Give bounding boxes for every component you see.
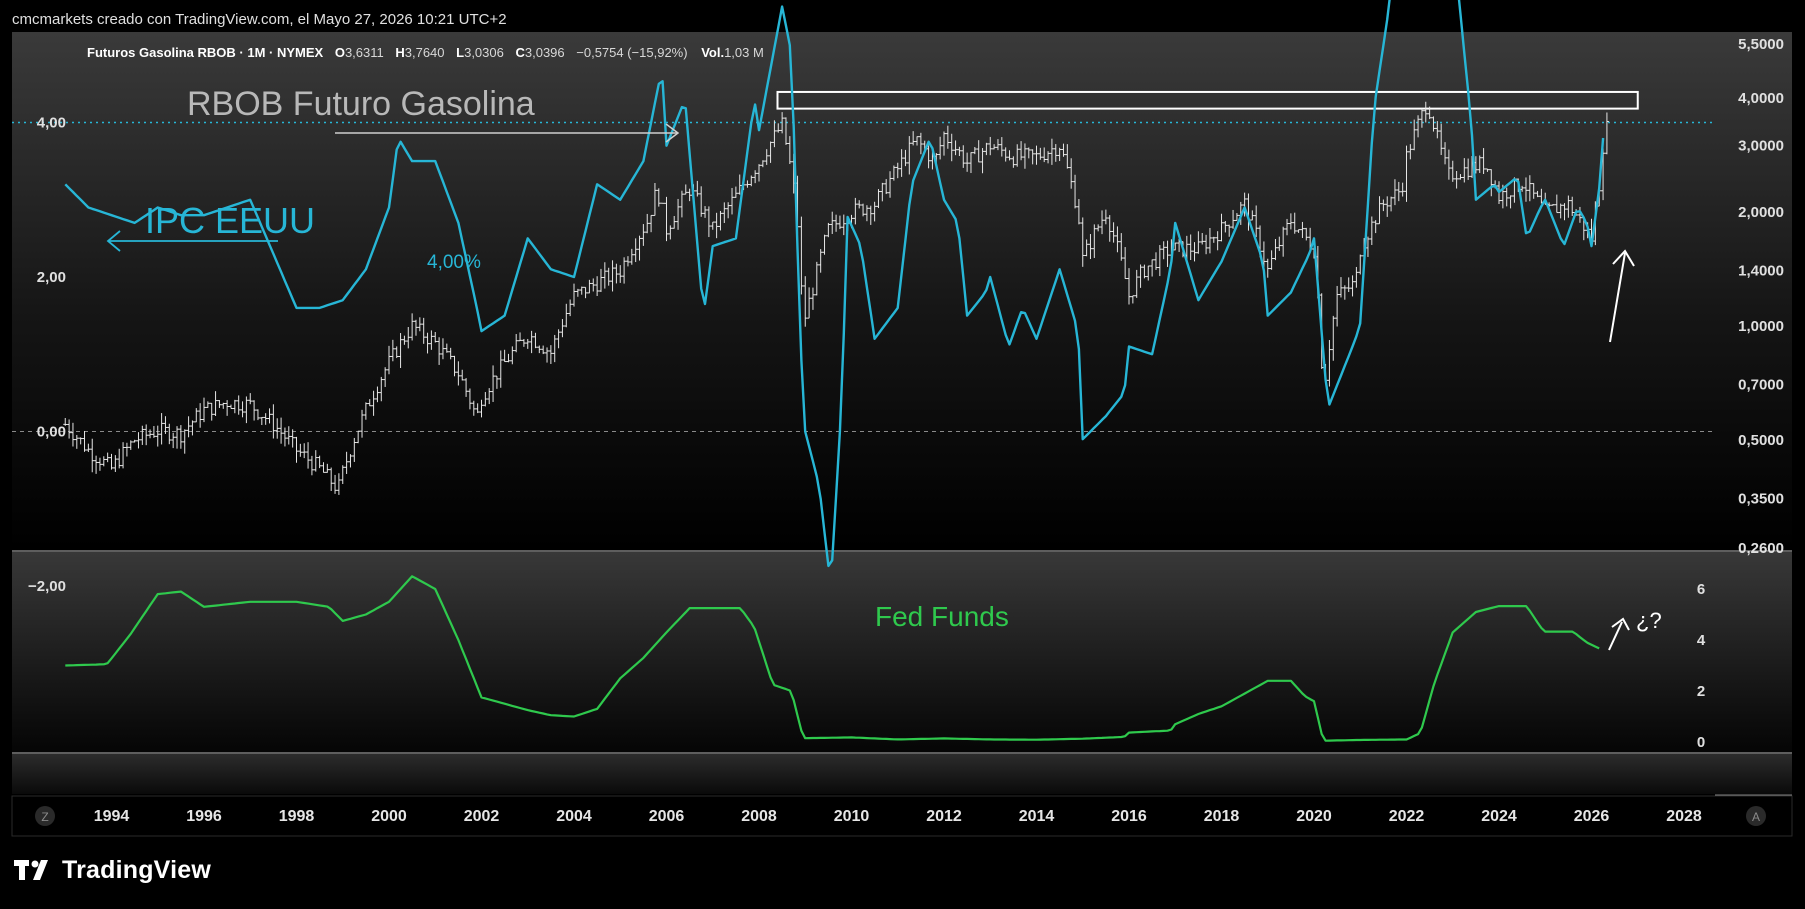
fed-axis[interactable]: 6 4 2 0 <box>1697 581 1706 751</box>
legend-volume: 1,03 M <box>724 45 764 60</box>
rbob-arrow <box>335 123 680 143</box>
fed-rise-arrow <box>1608 617 1630 651</box>
right-axis[interactable]: 5,5000 4,0000 3,0000 2,0000 1,4000 1,0000 0,70… <box>1738 36 1784 557</box>
header-credit: cmcmarkets creado con TradingView.com, e… <box>12 11 507 28</box>
right-axis-tick: 0,2600 <box>1738 540 1784 557</box>
brand-name: TradingView <box>62 856 212 884</box>
x-axis-tick: 2016 <box>1111 808 1147 825</box>
right-axis-tick: 1,0000 <box>1738 318 1784 335</box>
x-axis-tick: 2012 <box>926 808 962 825</box>
left-axis-tick: 0,00 <box>37 424 66 441</box>
x-axis-tick: 2008 <box>741 808 777 825</box>
fed-pane[interactable] <box>12 552 1792 752</box>
tradingview-logo-icon <box>14 859 48 880</box>
legend-change: −0,5754 (−15,92%) <box>576 45 687 60</box>
left-axis-tick: −2,00 <box>28 578 66 595</box>
question-annotation: ¿? <box>1636 608 1662 633</box>
x-axis-tick: 2004 <box>556 808 592 825</box>
price-pane[interactable] <box>12 32 1792 550</box>
right-axis-tick: 2,0000 <box>1738 204 1784 221</box>
right-axis-tick: 0,7000 <box>1738 377 1784 394</box>
left-axis[interactable]: 10,008,006,004,002,000,00−2,00 <box>28 0 66 596</box>
right-axis-tick: 0,3500 <box>1738 491 1784 508</box>
fed-annotation: Fed Funds <box>875 601 1009 632</box>
svg-text:A: A <box>1752 810 1760 824</box>
x-axis-tick: 2028 <box>1666 808 1702 825</box>
fed-axis-tick: 4 <box>1697 632 1706 649</box>
x-axis[interactable]: 1994 1996 1998 2000 2002 2004 2006 2008 2010 2012… <box>94 808 1702 825</box>
resistance-box[interactable] <box>776 90 1639 110</box>
right-axis-tick: 0,5000 <box>1738 432 1784 449</box>
left-axis-tick: 4,00 <box>37 115 66 132</box>
fed-series-line <box>65 575 1600 742</box>
tradingview-logo[interactable]: TradingView <box>14 856 211 885</box>
time-axis[interactable] <box>11 795 1793 837</box>
x-axis-tick: 1998 <box>279 808 315 825</box>
fed-axis-tick: 0 <box>1697 734 1705 751</box>
right-axis-tick: 3,0000 <box>1738 137 1784 154</box>
cpi-series-line <box>64 0 1605 568</box>
cpi-reference-label: 4,00% <box>427 252 481 273</box>
x-axis-tick: 2006 <box>649 808 685 825</box>
x-axis-tick: 2024 <box>1481 808 1517 825</box>
left-axis-tick: 2,00 <box>37 269 66 286</box>
right-axis-tick: 4,0000 <box>1738 90 1784 107</box>
zoom-reset-button[interactable]: Z <box>35 806 55 826</box>
legend-close: 3,0396 <box>525 45 565 60</box>
right-axis-tick: 5,5000 <box>1738 36 1784 53</box>
fed-axis-tick: 2 <box>1697 683 1705 700</box>
x-axis-tick: 2000 <box>371 808 407 825</box>
ipc-arrow <box>106 230 278 252</box>
x-axis-tick: 2022 <box>1389 808 1425 825</box>
empty-pane <box>12 754 1792 794</box>
legend-low: 3,0306 <box>464 45 504 60</box>
x-axis-tick: 2018 <box>1204 808 1240 825</box>
legend-open: 3,6311 <box>345 45 384 60</box>
svg-text:Z: Z <box>41 810 48 824</box>
x-axis-tick: 2010 <box>834 808 870 825</box>
rbob-annotation: RBOB Futuro Gasolina <box>187 85 535 123</box>
ipc-annotation: IPC EEUU <box>145 200 315 241</box>
legend-high: 3,7640 <box>405 45 445 60</box>
x-axis-tick: 2026 <box>1574 808 1610 825</box>
right-axis-tick: 1,4000 <box>1738 263 1784 280</box>
ohlc-legend: Futuros Gasolina RBOB · 1M · NYMEX O3,63… <box>87 45 764 60</box>
x-axis-tick: 2002 <box>464 808 500 825</box>
x-axis-tick: 2014 <box>1019 808 1055 825</box>
auto-scale-button[interactable]: A <box>1746 806 1766 826</box>
legend-symbol: Futuros Gasolina RBOB · 1M · NYMEX <box>87 45 324 60</box>
x-axis-tick: 2020 <box>1296 808 1332 825</box>
rise-arrow <box>1609 249 1635 343</box>
fed-axis-tick: 6 <box>1697 581 1705 598</box>
x-axis-tick: 1996 <box>186 808 222 825</box>
x-axis-tick: 1994 <box>94 808 130 825</box>
